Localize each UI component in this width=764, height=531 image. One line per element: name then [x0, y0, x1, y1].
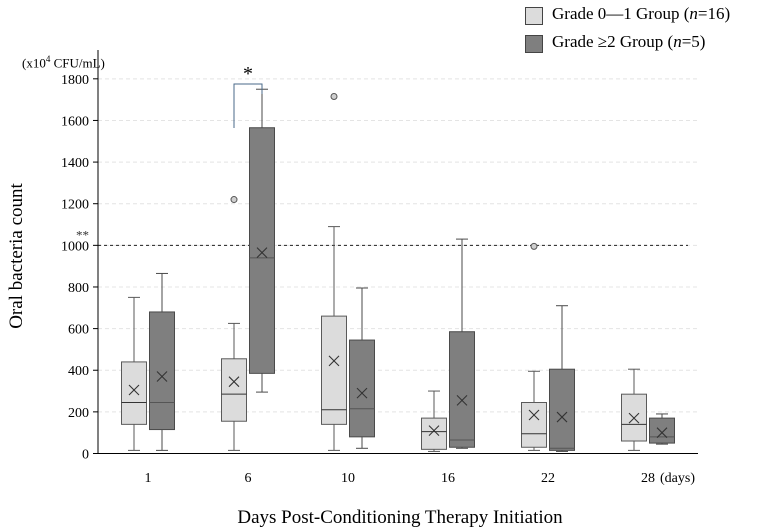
significance-bracket [233, 83, 263, 128]
mean-marker [556, 411, 568, 423]
box-grade-2-day-1 [149, 272, 175, 451]
y-tick-label: 800 [68, 281, 89, 296]
y-tick-label: 400 [68, 364, 89, 379]
mean-marker [456, 395, 468, 406]
y-axis-unit: (x104 CFU/mL) [22, 54, 105, 71]
box-iqr [249, 127, 275, 374]
outlier-point [330, 93, 338, 101]
x-tick-label: 6 [245, 471, 252, 486]
box-iqr [549, 368, 575, 451]
box-grade-0-1-day-22 [521, 242, 547, 451]
outlier-point [530, 242, 538, 250]
threshold-marker: ** [76, 227, 89, 242]
box-iqr [421, 417, 447, 450]
box-grade-2-day-16 [449, 238, 475, 449]
x-tick-label: 1 [145, 471, 152, 486]
mean-marker [256, 247, 268, 259]
box-grade-0-1-day-28 [621, 368, 647, 451]
x-axis-unit: (days) [660, 471, 695, 486]
mean-marker [528, 409, 540, 421]
y-tick-label: 1400 [61, 156, 89, 171]
y-axis-title: Oral bacteria count [6, 182, 27, 328]
box-iqr [321, 315, 347, 425]
y-tick-label: 1000 [61, 239, 89, 254]
mean-marker [356, 387, 368, 399]
box-iqr [449, 331, 475, 448]
box-grade-0-1-day-1 [121, 296, 147, 451]
axes [93, 50, 698, 454]
y-tick-label: 200 [68, 406, 89, 421]
x-tick-label: 10 [341, 471, 355, 486]
box-grade-0-1-day-10 [321, 93, 347, 451]
box-series [121, 88, 675, 452]
box-iqr [521, 402, 547, 448]
y-tick-label: 0 [82, 448, 89, 463]
mean-marker [428, 425, 440, 436]
legend-swatch-grade-0-1 [525, 7, 543, 25]
mean-marker [228, 376, 240, 388]
legend-swatch-grade-2 [525, 35, 543, 53]
box-iqr [649, 417, 675, 444]
x-tick-label: 22 [541, 471, 555, 486]
box-grade-2-day-22 [549, 305, 575, 452]
box-iqr [149, 311, 175, 431]
box-grade-2-day-28 [649, 413, 675, 445]
box-grade-2-day-10 [349, 287, 375, 449]
box-iqr [121, 361, 147, 425]
y-tick-label: 1200 [61, 198, 89, 213]
mean-marker [328, 355, 340, 367]
box-grade-0-1-day-16 [421, 390, 447, 452]
legend-label-grade-2: Grade ≥2 Group (n=5) [552, 32, 706, 51]
significance-star: * [243, 63, 253, 85]
box-grade-0-1-day-6 [221, 196, 247, 451]
legend-label-grade-0-1: Grade 0—1 Group (n=16) [552, 4, 731, 23]
box-iqr [221, 358, 247, 422]
x-tick-label: 16 [441, 471, 455, 486]
mean-marker [156, 371, 168, 382]
mean-marker [656, 427, 668, 439]
x-axis-title: Days Post-Conditioning Therapy Initiatio… [237, 507, 563, 528]
y-tick-label: 1600 [61, 114, 89, 129]
mean-marker [628, 412, 640, 424]
x-tick-label: 28 [641, 471, 655, 486]
outlier-point [230, 196, 238, 204]
mean-marker [128, 384, 140, 396]
y-tick-label: 600 [68, 323, 89, 338]
box-grade-2-day-6 [249, 88, 275, 393]
significance-marks: * [233, 63, 263, 128]
y-tick-label: 1800 [61, 73, 89, 88]
box-iqr [349, 339, 375, 438]
